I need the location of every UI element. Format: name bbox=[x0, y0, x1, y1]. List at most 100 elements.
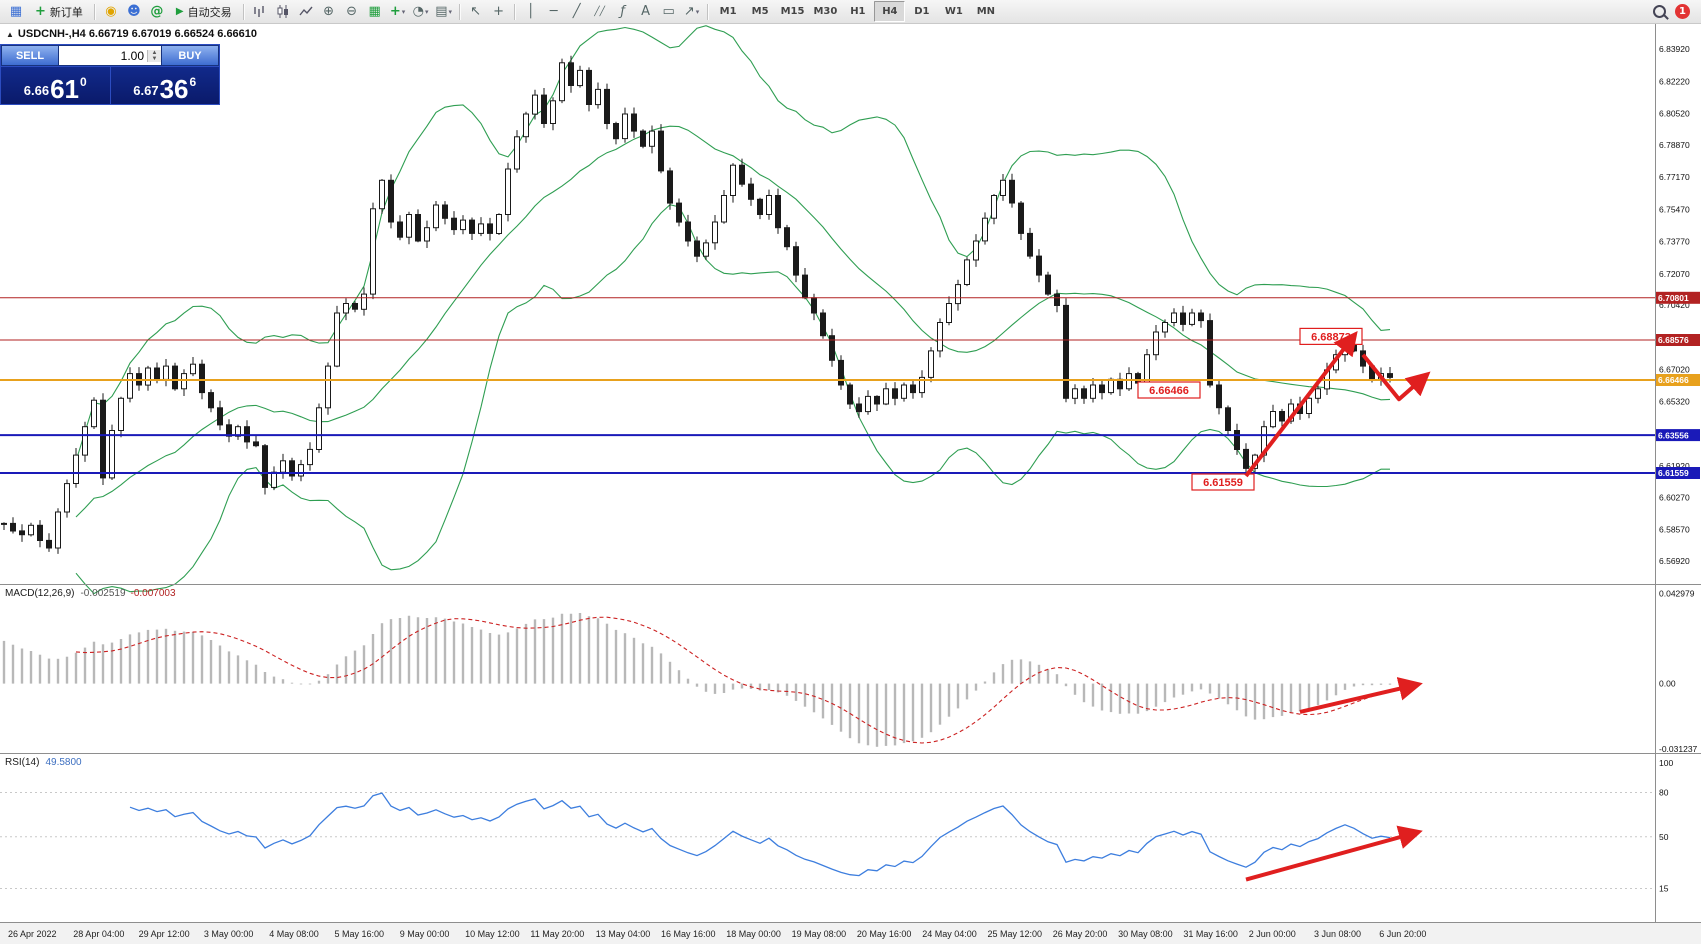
svg-text:6.70420: 6.70420 bbox=[1659, 300, 1690, 310]
sell-button[interactable]: SELL bbox=[1, 45, 59, 66]
svg-text:80: 80 bbox=[1659, 788, 1669, 798]
svg-text:6.66466: 6.66466 bbox=[1658, 375, 1689, 385]
bollinger-bands bbox=[75, 25, 1391, 595]
svg-text:28 Apr 04:00: 28 Apr 04:00 bbox=[73, 929, 124, 939]
templates-icon[interactable]: ▤ ▾ bbox=[435, 4, 453, 19]
svg-text:20 May 16:00: 20 May 16:00 bbox=[857, 929, 912, 939]
svg-text:-0.031237: -0.031237 bbox=[1659, 744, 1698, 754]
main-toolbar: ▦ + 新订单 ◉ ☻ @ ▶ 自动交易 ⊕ ⊖ ▦ + ▾ ◔ ▾ ▤ ▾ ↖ + … bbox=[0, 0, 1701, 24]
svg-text:29 Apr 12:00: 29 Apr 12:00 bbox=[139, 929, 190, 939]
periods-icon[interactable]: ◔ ▾ bbox=[412, 4, 429, 19]
macd-panel: 0.042979 0.00 -0.031237 bbox=[2, 589, 1698, 754]
tile-windows-icon[interactable]: ▦ bbox=[368, 4, 381, 19]
volume-spinner: ▲ ▼ bbox=[147, 49, 161, 62]
tf-m30[interactable]: M30 bbox=[813, 6, 838, 17]
trendline-icon[interactable]: ╱ bbox=[572, 4, 581, 19]
tf-mn[interactable]: MN bbox=[976, 6, 996, 17]
price-tag bbox=[1656, 429, 1700, 442]
tf-h4[interactable]: H4 bbox=[874, 1, 906, 22]
bar-chart-icon[interactable] bbox=[249, 2, 271, 22]
notification-badge[interactable]: 1 bbox=[1675, 4, 1690, 19]
annotation-box bbox=[1191, 473, 1255, 491]
horizontal-line-icon[interactable]: ─ bbox=[549, 4, 558, 19]
svg-text:24 May 04:00: 24 May 04:00 bbox=[922, 929, 977, 939]
price-tag bbox=[1656, 374, 1700, 386]
svg-text:6.75470: 6.75470 bbox=[1659, 204, 1690, 214]
svg-text:19 May 08:00: 19 May 08:00 bbox=[792, 929, 847, 939]
svg-text:5 May 16:00: 5 May 16:00 bbox=[335, 929, 385, 939]
time-axis[interactable]: 26 Apr 2022 28 Apr 04:00 29 Apr 12:00 3 May… bbox=[8, 929, 1426, 939]
svg-text:10 May 12:00: 10 May 12:00 bbox=[465, 929, 520, 939]
buy-button[interactable]: BUY bbox=[161, 45, 219, 66]
svg-text:2 Jun 00:00: 2 Jun 00:00 bbox=[1249, 929, 1296, 939]
symbol-header: ▲ USDCNH-,H4 6.66719 6.67019 6.66524 6.6… bbox=[6, 28, 257, 40]
volume-input[interactable] bbox=[59, 47, 147, 64]
auto-trading-button[interactable]: ▶ 自动交易 bbox=[169, 2, 239, 22]
svg-text:6.72070: 6.72070 bbox=[1659, 269, 1690, 279]
svg-text:3 May 00:00: 3 May 00:00 bbox=[204, 929, 254, 939]
text-icon[interactable]: A bbox=[641, 4, 651, 19]
megaphone-icon[interactable]: ◉ bbox=[105, 4, 117, 19]
cursor-icon[interactable]: ↖ bbox=[470, 4, 482, 19]
tf-m15[interactable]: M15 bbox=[780, 6, 805, 17]
ask-quote[interactable]: 6.67 36 6 bbox=[111, 67, 220, 104]
tf-m5[interactable]: M5 bbox=[751, 6, 769, 17]
annotations[interactable]: 6.68873 6.66466 6.61559 bbox=[1137, 327, 1363, 491]
svg-text:6.61559: 6.61559 bbox=[1203, 477, 1243, 489]
volume-up-button[interactable]: ▲ bbox=[148, 49, 161, 56]
tf-h1[interactable]: H1 bbox=[850, 6, 866, 17]
svg-text:3 Jun 08:00: 3 Jun 08:00 bbox=[1314, 929, 1361, 939]
svg-text:6.65320: 6.65320 bbox=[1659, 397, 1690, 407]
horizontal-lines[interactable]: 6.70801 6.68576 6.66466 6.63556 6.61559 bbox=[0, 291, 1700, 479]
indicators-icon[interactable]: + ▾ bbox=[389, 4, 406, 19]
tf-w1[interactable]: W1 bbox=[944, 6, 963, 17]
bid-prefix: 6.66 bbox=[23, 83, 50, 98]
candlestick-chart-icon[interactable] bbox=[272, 2, 294, 22]
tf-d1[interactable]: D1 bbox=[914, 6, 930, 17]
separator bbox=[513, 3, 516, 20]
svg-text:16 May 16:00: 16 May 16:00 bbox=[661, 929, 716, 939]
one-click-trading-panel: SELL ▲ ▼ BUY 6.66 61 0 6.67 36 6 bbox=[0, 44, 220, 105]
auto-trading-label: 自动交易 bbox=[187, 5, 232, 19]
ask-big-digits: 36 bbox=[159, 74, 189, 104]
profile-icon[interactable]: ☻ bbox=[127, 4, 141, 19]
bid-sup-digit: 0 bbox=[80, 75, 87, 89]
svg-text:50: 50 bbox=[1659, 832, 1669, 842]
bid-quote[interactable]: 6.66 61 0 bbox=[1, 67, 111, 104]
search-icon[interactable] bbox=[1648, 2, 1670, 22]
rsi-label: RSI(14) bbox=[5, 757, 40, 768]
svg-text:6.70801: 6.70801 bbox=[1658, 293, 1689, 303]
ask-prefix: 6.67 bbox=[133, 83, 159, 98]
svg-text:6.63556: 6.63556 bbox=[1658, 430, 1689, 440]
price-axis[interactable]: 6.83920 6.82220 6.80520 6.78870 6.77170 6.754… bbox=[1659, 44, 1690, 566]
arrows-tool-icon[interactable]: ↗ ▾ bbox=[683, 4, 700, 19]
volume-down-button[interactable]: ▼ bbox=[148, 55, 161, 62]
line-chart-icon[interactable] bbox=[295, 2, 317, 22]
macd-signal-value: -0.007003 bbox=[130, 588, 176, 599]
new-order-button[interactable]: + 新订单 bbox=[28, 2, 90, 22]
svg-text:6.61920: 6.61920 bbox=[1659, 461, 1690, 471]
price-tag bbox=[1656, 334, 1700, 346]
fibonacci-icon[interactable]: ƒ bbox=[620, 4, 625, 19]
svg-text:6.60270: 6.60270 bbox=[1659, 492, 1690, 502]
svg-text:30 May 08:00: 30 May 08:00 bbox=[1118, 929, 1173, 939]
zoom-in-icon[interactable]: ⊕ bbox=[323, 4, 335, 19]
macd-label-row: MACD(12,26,9) -0.002519 -0.007003 bbox=[5, 588, 176, 599]
chart-window-icon[interactable]: ▦ bbox=[9, 4, 23, 19]
ask-sup-digit: 6 bbox=[189, 75, 197, 89]
vertical-line-icon[interactable]: │ bbox=[526, 4, 535, 19]
tf-m1[interactable]: M1 bbox=[719, 6, 737, 17]
label-icon[interactable]: ▭ bbox=[662, 4, 675, 19]
mql-community-icon[interactable]: @ bbox=[150, 4, 164, 19]
collapse-panel-icon[interactable]: ▲ bbox=[6, 29, 14, 39]
svg-text:26 May 20:00: 26 May 20:00 bbox=[1053, 929, 1108, 939]
zoom-out-icon[interactable]: ⊖ bbox=[346, 4, 358, 19]
separator bbox=[242, 3, 245, 20]
svg-text:6.83920: 6.83920 bbox=[1659, 44, 1690, 54]
svg-text:6.68576: 6.68576 bbox=[1658, 335, 1689, 345]
trend-arrows[interactable] bbox=[1244, 330, 1431, 882]
crosshair-icon[interactable]: + bbox=[493, 4, 505, 19]
rsi-label-row: RSI(14) 49.5800 bbox=[5, 757, 82, 768]
channel-icon[interactable]: ╱╱ bbox=[594, 6, 606, 17]
